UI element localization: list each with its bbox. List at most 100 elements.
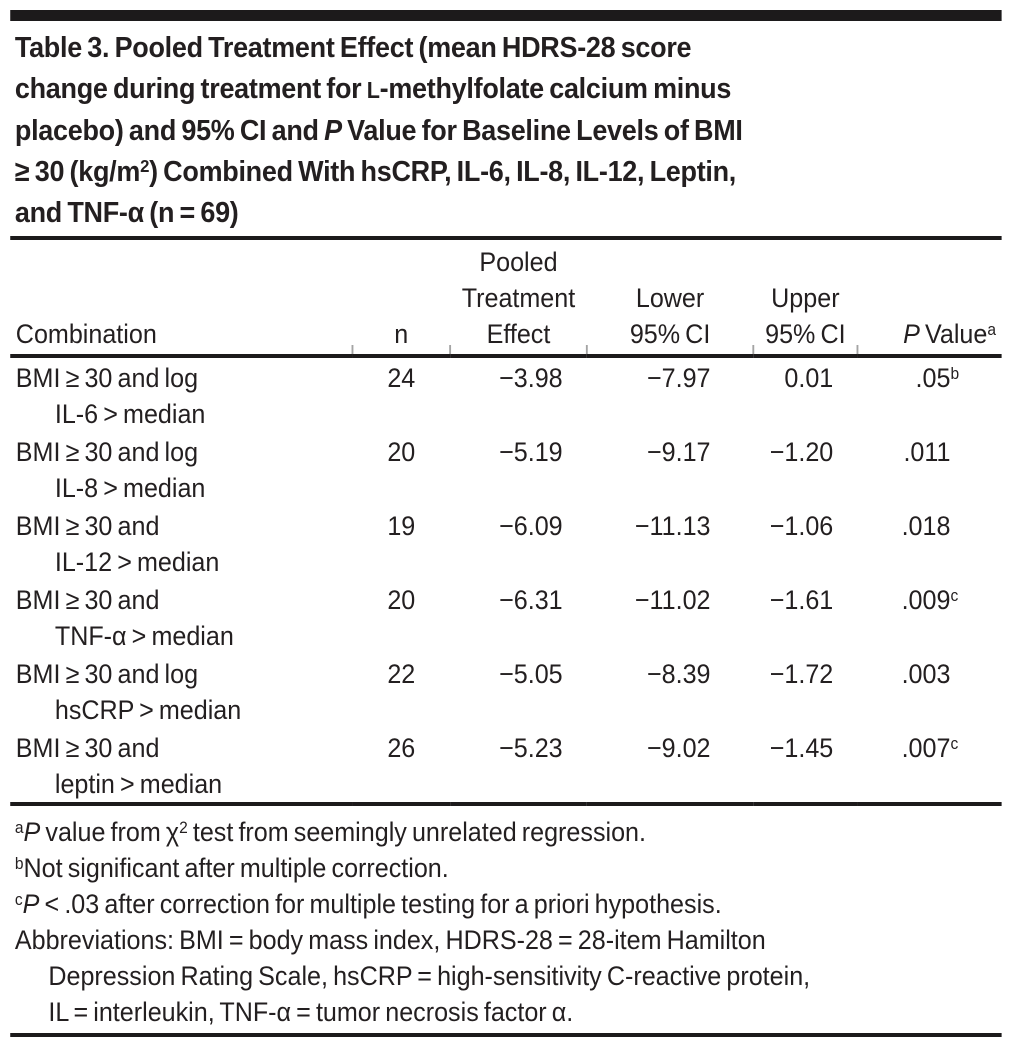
combination-line2: TNF-α > median xyxy=(54,621,234,651)
header-effect-line1: Pooled xyxy=(479,247,558,277)
footnote-c-text: < .03 after correction for multiple test… xyxy=(39,889,722,919)
title-line-4-post: ) Combined With hsCRP, IL-6, IL-8, IL-12… xyxy=(149,156,737,188)
title-superscript-2: 2 xyxy=(140,156,150,177)
header-lower-line1: Lower xyxy=(635,283,705,313)
title-line-3-pre: placebo) and 95% CI and xyxy=(14,115,325,147)
combination-cell: BMI ≥ 30 and log IL-8 > median xyxy=(10,432,352,506)
combination-cell: BMI ≥ 30 and IL-12 > median xyxy=(10,506,352,580)
title-line-4-pre: ≥ 30 (kg/m xyxy=(14,156,141,188)
title-smallcap-l: L xyxy=(366,77,380,103)
n-value: 20 xyxy=(387,437,416,467)
footnote-a-text: value from χ xyxy=(40,817,180,847)
p-base: .05 xyxy=(915,363,951,393)
table-row: BMI ≥ 30 and leptin > median 26 −5.23 −9.… xyxy=(10,728,1002,806)
abbreviations-line2: Depression Rating Scale, hsCRP = high-se… xyxy=(48,961,811,991)
header-effect-line2: Treatment xyxy=(461,283,576,313)
table-row: BMI ≥ 30 and log IL-8 > median 20 −5.19 −… xyxy=(10,432,1001,506)
title-line-1: Table 3. Pooled Treatment Effect (mean H… xyxy=(14,32,692,64)
footnote-c-marker: c xyxy=(14,889,23,909)
effect-value: −5.05 xyxy=(499,659,563,689)
n-value: 19 xyxy=(387,511,416,541)
header-pooled-treatment-effect: Pooled Treatment Effect xyxy=(449,240,587,358)
n-value: 20 xyxy=(387,585,416,615)
table-row: BMI ≥ 30 and IL-12 > median 19 −6.09 −11.… xyxy=(10,506,1001,580)
combination-line1: BMI ≥ 30 and xyxy=(15,511,160,541)
effect-value: −6.31 xyxy=(499,585,563,615)
footnotes: aP value from χ2 test from seemingly unr… xyxy=(15,814,997,1030)
footnote-a-marker: a xyxy=(14,817,24,837)
title-line-2-pre: change during treatment for xyxy=(14,73,367,105)
header-upper-95-ci: Upper 95% CI xyxy=(752,240,858,358)
p-value: .011 xyxy=(857,432,1001,506)
header-p-superscript: a xyxy=(987,319,997,339)
footnote-c: cP < .03 after correction for multiple t… xyxy=(15,886,997,922)
title-line-4: ≥ 30 (kg/m2) Combined With hsCRP, IL-6, … xyxy=(15,152,997,193)
header-p-value: P Valuea xyxy=(856,240,1002,358)
upper-ci-value: −1.72 xyxy=(769,659,834,689)
p-base: .007 xyxy=(901,733,951,763)
table-row: BMI ≥ 30 and TNF-α > median 20 −6.31 −11.… xyxy=(10,580,1001,654)
title-line-2: change during treatment for L-methylfola… xyxy=(15,69,997,111)
effect-value: −6.09 xyxy=(499,511,563,541)
top-rule xyxy=(10,10,1002,21)
n-value: 26 xyxy=(352,728,451,806)
upper-ci-value: −1.20 xyxy=(769,437,834,467)
table-figure: Table 3. Pooled Treatment Effect (mean H… xyxy=(0,10,1012,1037)
footnote-c-italic-p: P xyxy=(22,889,40,919)
header-lower-95-ci: Lower 95% CI xyxy=(585,240,754,358)
footnote-b: bNot significant after multiple correcti… xyxy=(15,850,997,886)
bottom-rule xyxy=(10,1033,1002,1037)
title-line-5: and TNF-α (n = 69) xyxy=(14,197,239,229)
effect-value: −3.98 xyxy=(499,363,563,393)
combination-line2: IL-12 > median xyxy=(54,547,220,577)
header-n: n xyxy=(351,240,451,358)
table-row: BMI ≥ 30 and log hsCRP > median 22 −5.05 … xyxy=(10,654,1001,728)
p-base: .003 xyxy=(901,659,951,689)
table-title: Table 3. Pooled Treatment Effect (mean H… xyxy=(15,28,997,234)
title-line-2-post: -methylfolate calcium minus xyxy=(379,73,732,105)
p-value: .05b xyxy=(915,363,960,393)
footnote-b-marker: b xyxy=(14,853,24,873)
lower-ci-value: −8.39 xyxy=(646,659,711,689)
combination-cell: BMI ≥ 30 and log IL-6 > median xyxy=(10,356,352,432)
lower-ci-value: −11.02 xyxy=(634,585,711,615)
lower-ci-value: −9.17 xyxy=(646,437,711,467)
combination-line2: IL-8 > median xyxy=(54,473,206,503)
upper-ci-value: −1.45 xyxy=(753,728,858,806)
lower-ci-value: −7.97 xyxy=(646,363,711,393)
data-table: Combination n Pooled Treatment Effect Lo… xyxy=(10,240,1002,806)
table-row: BMI ≥ 30 and log IL-6 > median 24 −3.98 −… xyxy=(10,356,1001,432)
abbreviations-line3: IL = interleukin, TNF-α = tumor necrosis… xyxy=(48,997,574,1027)
combination-cell: BMI ≥ 30 and leptin > median xyxy=(10,728,353,806)
p-value: .018 xyxy=(857,506,1001,580)
lower-ci-value: −9.02 xyxy=(586,728,754,806)
effect-value: −5.19 xyxy=(499,437,563,467)
combination-cell: BMI ≥ 30 and TNF-α > median xyxy=(10,580,352,654)
title-line-3-post: Value for Baseline Levels of BMI xyxy=(341,115,743,147)
header-lower-line2: 95% CI xyxy=(629,319,711,349)
combination-line1: BMI ≥ 30 and xyxy=(15,733,160,763)
lower-ci-value: −11.13 xyxy=(634,511,711,541)
p-value: .003 xyxy=(857,654,1001,728)
combination-line1: BMI ≥ 30 and log xyxy=(15,659,199,689)
combination-cell: BMI ≥ 30 and log hsCRP > median xyxy=(10,654,352,728)
combination-line2: hsCRP > median xyxy=(54,695,242,725)
upper-ci-value: 0.01 xyxy=(784,363,834,393)
footnote-a-rest: test from seemingly unrelated regression… xyxy=(187,817,646,847)
p-base: .009 xyxy=(901,585,951,615)
title-italic-p: P xyxy=(324,115,342,147)
header-upper-line1: Upper xyxy=(771,283,840,313)
p-base: .018 xyxy=(901,511,951,541)
n-value: 24 xyxy=(387,363,416,393)
footnote-a-italic-p: P xyxy=(23,817,41,847)
combination-line1: BMI ≥ 30 and log xyxy=(15,363,199,393)
p-value: .007c xyxy=(857,728,1002,806)
combination-line2: IL-6 > median xyxy=(54,399,206,429)
title-line-3: placebo) and 95% CI and P Value for Base… xyxy=(15,111,997,152)
header-upper-line2: 95% CI xyxy=(765,319,846,349)
effect-value: −5.23 xyxy=(450,728,587,806)
combination-line1: BMI ≥ 30 and log xyxy=(15,437,199,467)
footnote-a: aP value from χ2 test from seemingly unr… xyxy=(15,814,997,850)
chi-squared-superscript: 2 xyxy=(179,817,188,837)
footnote-b-text: Not significant after multiple correctio… xyxy=(23,853,449,883)
